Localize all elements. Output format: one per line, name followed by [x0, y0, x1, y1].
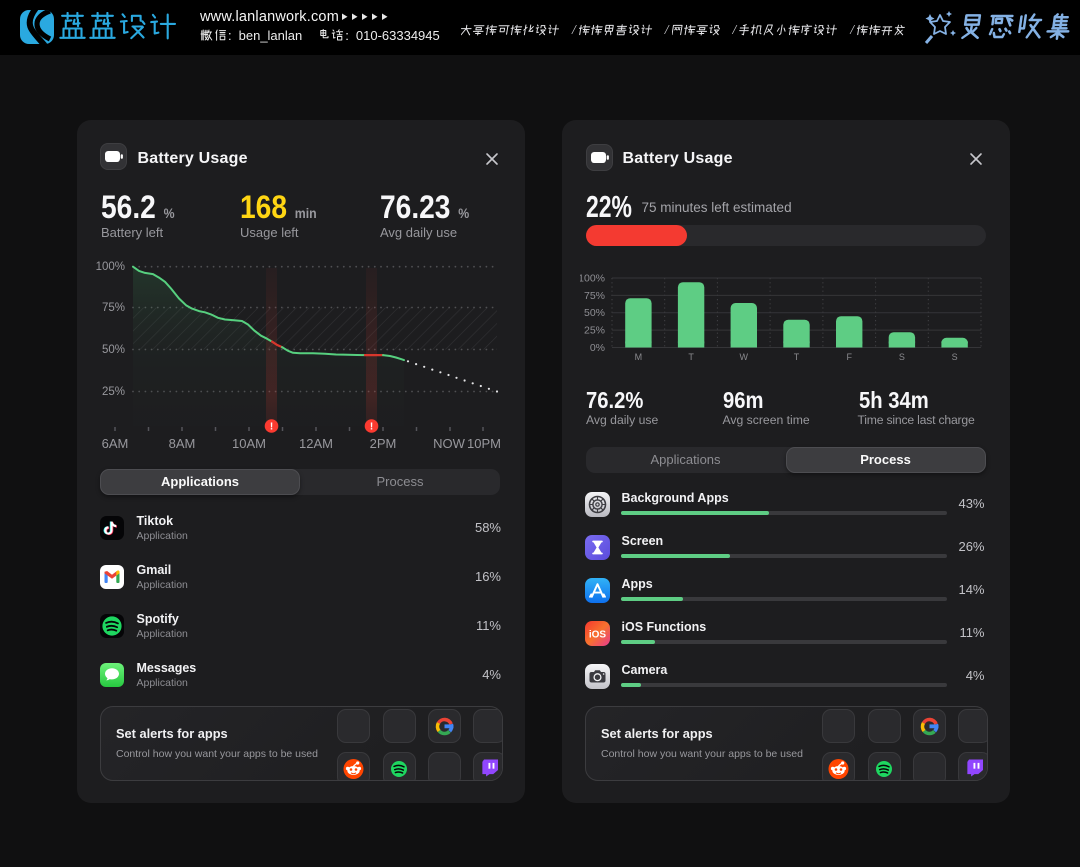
- svg-text:W: W: [740, 352, 749, 362]
- svg-text:T: T: [688, 352, 694, 362]
- svg-text:NOW: NOW: [433, 436, 466, 451]
- svg-text:25%: 25%: [584, 325, 605, 337]
- svg-text:S: S: [952, 352, 958, 362]
- svg-text:F: F: [846, 352, 852, 362]
- svg-text:75%: 75%: [584, 290, 605, 302]
- svg-text:50%: 50%: [584, 307, 605, 319]
- svg-text:12AM: 12AM: [299, 436, 333, 451]
- svg-text:8AM: 8AM: [169, 436, 196, 451]
- svg-text:0%: 0%: [590, 342, 605, 354]
- svg-text:50%: 50%: [102, 344, 125, 356]
- svg-text:100%: 100%: [96, 261, 125, 273]
- svg-text:2PM: 2PM: [370, 436, 397, 451]
- svg-text:M: M: [635, 352, 643, 362]
- svg-text:100%: 100%: [580, 273, 605, 285]
- svg-text:10PM: 10PM: [467, 436, 501, 451]
- svg-text:10AM: 10AM: [232, 436, 266, 451]
- svg-text:6AM: 6AM: [102, 436, 129, 451]
- svg-text:iOS: iOS: [589, 630, 607, 641]
- svg-text:!: !: [370, 421, 373, 432]
- svg-text:75%: 75%: [102, 302, 125, 314]
- svg-text:!: !: [270, 421, 273, 432]
- svg-text:T: T: [794, 352, 800, 362]
- svg-text:25%: 25%: [102, 386, 125, 398]
- svg-text:S: S: [899, 352, 905, 362]
